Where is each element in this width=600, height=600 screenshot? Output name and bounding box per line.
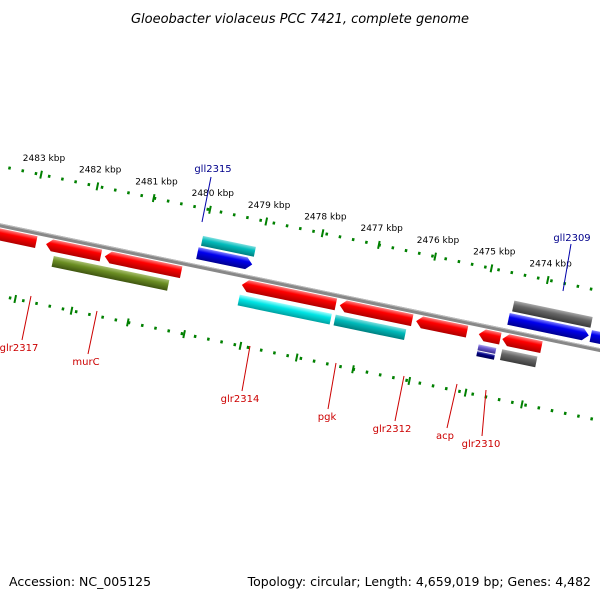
gene-arrow-glr2310-gray[interactable] xyxy=(499,349,538,368)
kbp-label: 2483 kbp xyxy=(23,154,66,164)
gene-arrow-gll2309[interactable] xyxy=(507,312,590,341)
kbp-tick xyxy=(463,388,468,397)
leader-line-gll2309 xyxy=(562,243,572,292)
kbp-labels: 2483 kbp 2482 kbp 2481 kbp 2480 kbp 2479 kbp… xyxy=(23,154,572,269)
kbp-tick xyxy=(320,229,325,238)
gene-arrow-pgk[interactable] xyxy=(339,299,414,327)
gene-arrow-edge-blue[interactable] xyxy=(589,330,600,346)
leader-line-glr2317 xyxy=(21,295,32,341)
gene-label-glr2310[interactable]: glr2310 xyxy=(462,439,501,450)
outer-scale-ticks xyxy=(39,170,550,285)
leader-line-gll2315 xyxy=(201,176,212,223)
gene-label-glr2312[interactable]: glr2312 xyxy=(373,424,412,435)
kbp-label: 2476 kbp xyxy=(417,236,460,246)
leader-line-glr2312 xyxy=(394,375,405,422)
topology-text: Topology: circular; Length: 4,659,019 bp… xyxy=(247,574,591,589)
gene-label-glr2317[interactable]: glr2317 xyxy=(0,343,38,354)
kbp-label: 2474 kbp xyxy=(529,259,572,269)
leader-line-glr2314 xyxy=(241,345,251,392)
kbp-tick xyxy=(433,252,437,261)
gene-label-glr2314[interactable]: glr2314 xyxy=(221,394,260,405)
kbp-tick xyxy=(126,318,130,327)
kbp-tick xyxy=(182,329,186,339)
gene-arrow-acp-navy[interactable] xyxy=(476,351,495,360)
gene-arrow-glr2314[interactable] xyxy=(241,279,338,311)
gene-arrow-glr2314-cyan[interactable] xyxy=(237,294,332,325)
genome-backbone-highlight xyxy=(0,208,600,369)
gene-arrow-gll2315[interactable] xyxy=(196,247,253,270)
kbp-tick xyxy=(13,294,18,304)
forward-strand xyxy=(196,235,600,346)
kbp-label: 2477 kbp xyxy=(360,224,403,234)
kbp-tick xyxy=(95,182,100,191)
kbp-label: 2478 kbp xyxy=(304,213,347,223)
gene-arrow-gll2309-gray[interactable] xyxy=(512,300,593,328)
inner-scale-dots xyxy=(0,276,600,439)
inner-scale-ticks xyxy=(13,294,524,409)
gene-arrow-glr2312[interactable] xyxy=(415,315,469,338)
genome-backbone xyxy=(0,208,600,372)
kbp-label: 2481 kbp xyxy=(135,177,178,187)
gene-label-murC[interactable]: murC xyxy=(72,357,99,368)
kbp-tick xyxy=(151,193,156,203)
kbp-tick xyxy=(39,170,43,179)
gene-arrow-acp-purple[interactable] xyxy=(477,344,497,354)
leader-line-acp xyxy=(446,383,458,429)
map-title: Gloeobacter violaceus PCC 7421, complete… xyxy=(131,12,469,27)
gene-arrow-murC-olive[interactable] xyxy=(51,255,170,291)
kbp-tick xyxy=(69,306,74,315)
gene-arrow-left-edge[interactable] xyxy=(0,226,38,248)
kbp-tick xyxy=(294,353,299,362)
leader-line-glr2310 xyxy=(481,389,487,437)
leader-line-pgk xyxy=(327,362,337,410)
gene-label-gll2315[interactable]: gll2315 xyxy=(194,164,231,175)
gene-arrow-glr2310[interactable] xyxy=(501,333,543,354)
kbp-tick xyxy=(407,376,412,386)
kbp-tick xyxy=(208,205,212,214)
kbp-tick xyxy=(351,365,355,374)
kbp-label: 2475 kbp xyxy=(473,248,516,258)
kbp-label: 2482 kbp xyxy=(79,166,122,176)
gene-arrow-murC[interactable] xyxy=(104,250,183,279)
kbp-tick xyxy=(545,275,550,285)
kbp-label: 2479 kbp xyxy=(248,201,291,211)
reverse-strand xyxy=(0,226,543,368)
gene-label-acp[interactable]: acp xyxy=(436,431,454,442)
kbp-tick xyxy=(520,400,524,409)
gene-labels: gll2315 gll2309 glr2317 murC glr2314 pgk… xyxy=(0,164,591,450)
kbp-tick xyxy=(264,217,269,226)
gene-label-gll2309[interactable]: gll2309 xyxy=(553,233,590,244)
gene-label-pgk[interactable]: pgk xyxy=(318,412,337,423)
gene-arrow-gll2315-rrna[interactable] xyxy=(200,235,256,257)
leader-line-murC xyxy=(87,310,98,355)
kbp-label: 2480 kbp xyxy=(192,189,235,199)
gene-arrow-pgk-teal[interactable] xyxy=(333,314,407,341)
gene-arrow-glr2317[interactable] xyxy=(45,238,103,262)
gene-arrow-acp[interactable] xyxy=(478,328,502,345)
accession-text: Accession: NC_005125 xyxy=(9,574,151,589)
kbp-tick xyxy=(489,264,494,273)
genome-track xyxy=(0,152,600,439)
outer-scale-dots xyxy=(0,152,600,315)
kbp-tick xyxy=(377,240,381,250)
kbp-tick xyxy=(238,341,243,350)
